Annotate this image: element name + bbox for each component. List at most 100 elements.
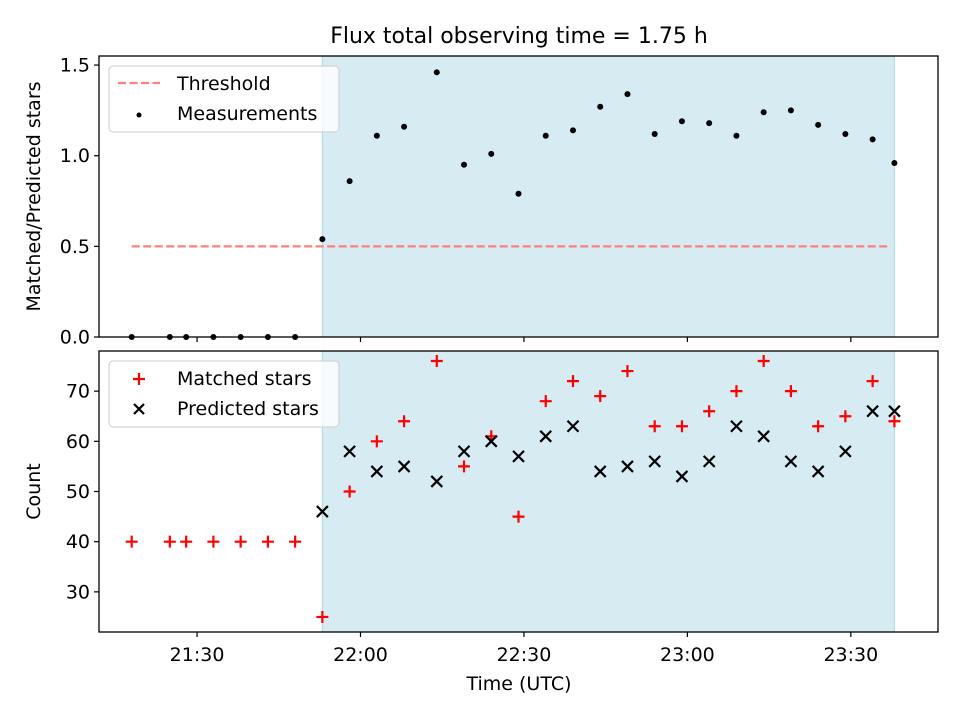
count-y-axis-label: Count — [23, 463, 45, 519]
measurement-point — [346, 178, 353, 185]
predicted-star-point — [593, 465, 607, 478]
y-tick-label: 0.0 — [60, 327, 90, 349]
x-tick-label: 23:30 — [823, 644, 878, 666]
ratio-panel-frame — [98, 55, 939, 338]
predicted-star-point — [566, 419, 580, 433]
matched-star-point — [458, 460, 471, 473]
measurement-point — [433, 69, 440, 76]
matched-star-point — [261, 535, 274, 548]
count-legend-box — [108, 360, 340, 428]
measurement-point — [515, 190, 522, 197]
matched-star-point — [539, 395, 552, 408]
matched-star-point — [675, 420, 688, 433]
predicted-star-point — [757, 430, 770, 443]
chart-title: Flux total observing time = 1.75 h — [330, 24, 708, 49]
matched-star-point — [234, 535, 247, 548]
predicted-star-point — [648, 455, 661, 468]
x-tick-label: 22:30 — [497, 644, 552, 666]
measurement-point — [597, 103, 604, 110]
matched-star-point — [757, 355, 770, 368]
matched-star-point — [512, 510, 525, 523]
ratio-panel: 0.0 0.5 1.0 1.5 Matched/Predicted stars Thr… — [23, 55, 939, 349]
x-axis-label: Time (UTC) — [465, 673, 571, 695]
predicted-star-point — [839, 445, 852, 458]
measurement-point — [842, 130, 849, 137]
count-points — [125, 355, 901, 623]
matched-star-point — [784, 385, 797, 398]
predicted-star-point — [316, 505, 329, 518]
predicted-legend-label: Predicted stars — [177, 398, 319, 420]
matched-legend-label: Matched stars — [177, 368, 311, 390]
measurements-legend-label: Measurements — [177, 103, 317, 125]
predicted-star-point — [784, 455, 798, 468]
measurement-point — [319, 236, 326, 243]
measurement-point — [373, 132, 380, 139]
measurement-point — [787, 107, 794, 114]
ratio-legend-box — [108, 65, 340, 133]
observing-span — [321, 350, 895, 633]
predicted-star-point — [539, 430, 553, 443]
matched-star-point — [621, 365, 634, 378]
measurement-point — [569, 127, 576, 134]
measurement-point — [651, 130, 658, 137]
predicted-star-point — [811, 465, 825, 478]
predicted-star-point — [730, 419, 743, 433]
y-tick-label: 1.0 — [60, 145, 90, 167]
matched-star-point — [594, 390, 607, 403]
matched-star-point — [703, 405, 716, 418]
measurement-point — [461, 161, 468, 168]
measurement-point — [733, 132, 740, 139]
count-y-ticks: 30 40 50 60 70 — [66, 381, 99, 603]
y-tick-label: 0.5 — [60, 236, 90, 258]
observing-span — [321, 55, 895, 338]
predicted-star-point — [430, 475, 444, 488]
count-panel: 30 40 50 60 70 21:30 22:00 22:30 23:00 23:30 Cou… — [23, 350, 939, 695]
matched-star-point — [812, 420, 825, 433]
x-tick-label: 21:30 — [170, 644, 225, 666]
matched-star-point — [398, 415, 411, 428]
measurement-point — [891, 159, 898, 166]
predicted-star-point — [343, 445, 356, 458]
ratio-y-axis-label: Matched/Predicted stars — [23, 81, 45, 311]
y-tick-label: 1.5 — [60, 55, 90, 77]
measurement-point — [542, 132, 549, 139]
measurement-point — [869, 136, 876, 143]
matched-star-point — [316, 610, 329, 623]
measurement-point — [401, 123, 408, 130]
predicted-star-point — [484, 435, 498, 448]
measurements-legend-swatch — [136, 112, 142, 118]
matched-star-point — [289, 535, 302, 548]
predicted-star-point — [512, 450, 525, 463]
x-tick-label: 23:00 — [660, 644, 715, 666]
predicted-star-point — [370, 465, 384, 478]
predicted-star-point — [621, 460, 634, 473]
matched-star-point — [343, 485, 356, 498]
measurement-point — [760, 109, 767, 116]
ratio-y-ticks: 0.0 0.5 1.0 1.5 — [60, 55, 99, 349]
ratio-legend: Threshold Measurements — [108, 65, 340, 133]
measurement-point — [706, 120, 713, 127]
measurement-point — [678, 118, 685, 125]
matched-star-point — [125, 535, 138, 548]
predicted-star-point — [675, 470, 689, 483]
threshold-legend-label: Threshold — [176, 73, 271, 95]
y-tick-label: 60 — [66, 431, 90, 453]
matched-star-point — [839, 410, 852, 423]
matched-star-point — [370, 435, 383, 448]
predicted-legend-swatch — [133, 403, 145, 415]
predicted-star-point — [866, 404, 879, 418]
y-tick-label: 30 — [66, 581, 90, 603]
y-tick-label: 70 — [66, 381, 90, 403]
matched-star-point — [180, 535, 193, 548]
predicted-star-point — [397, 460, 411, 473]
predicted-star-point — [888, 404, 901, 418]
y-tick-label: 40 — [66, 531, 90, 553]
matched-star-point — [163, 535, 176, 548]
matched-star-point — [888, 415, 901, 428]
measurement-point — [488, 150, 495, 157]
count-x-ticks: 21:30 22:00 22:30 23:00 23:30 — [170, 632, 878, 666]
measurement-point — [624, 91, 631, 98]
predicted-star-point — [457, 445, 471, 458]
y-tick-label: 50 — [66, 481, 90, 503]
